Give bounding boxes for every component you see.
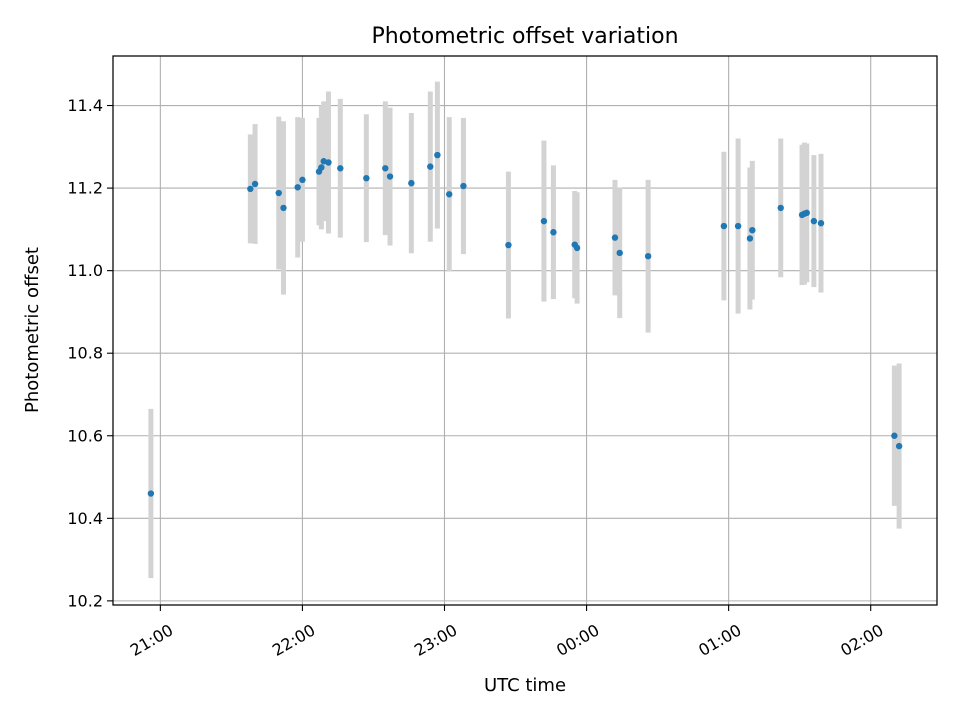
data-point bbox=[434, 151, 441, 159]
data-point bbox=[810, 217, 818, 225]
data-point bbox=[427, 163, 434, 170]
x-axis-label: UTC time bbox=[484, 675, 566, 696]
y-tick-label: 11.4 bbox=[67, 96, 103, 115]
y-tick-label: 10.2 bbox=[67, 591, 103, 610]
data-point bbox=[363, 174, 370, 182]
data-point bbox=[408, 179, 415, 187]
data-point bbox=[550, 229, 557, 236]
data-point bbox=[573, 244, 581, 252]
data-point bbox=[337, 165, 344, 172]
y-tick-label: 11.2 bbox=[67, 179, 103, 198]
y-tick-label: 11.0 bbox=[67, 261, 103, 280]
data-point bbox=[777, 204, 784, 212]
data-point bbox=[325, 159, 332, 166]
data-point bbox=[803, 209, 810, 217]
data-point bbox=[817, 219, 825, 227]
data-point bbox=[382, 165, 389, 172]
y-tick-label: 10.6 bbox=[67, 426, 103, 445]
data-point bbox=[318, 164, 325, 171]
data-point bbox=[720, 222, 728, 230]
plot-frame bbox=[112, 55, 938, 606]
data-point bbox=[251, 180, 259, 188]
chart-title: Photometric offset variation bbox=[371, 24, 678, 49]
data-point bbox=[505, 241, 512, 249]
data-point bbox=[280, 204, 287, 212]
data-point bbox=[746, 235, 754, 242]
data-point bbox=[386, 173, 394, 180]
data-point bbox=[147, 490, 155, 497]
y-axis-ticks: 10.2 10.4 10.6 10.8 11.0 11.2 11.4 bbox=[67, 96, 113, 610]
data-point bbox=[611, 234, 619, 241]
data-point bbox=[749, 226, 756, 234]
data-point bbox=[540, 217, 548, 225]
data-point bbox=[275, 189, 282, 197]
data-point bbox=[895, 442, 903, 450]
data-point bbox=[299, 176, 306, 184]
data-point bbox=[446, 191, 453, 198]
y-tick-label: 10.4 bbox=[67, 509, 103, 528]
data-point bbox=[294, 184, 301, 191]
y-axis-label: Photometric offset bbox=[22, 247, 43, 413]
data-point bbox=[734, 222, 742, 230]
y-tick-label: 10.8 bbox=[67, 344, 103, 363]
data-point bbox=[460, 182, 467, 190]
data-point bbox=[247, 185, 254, 193]
data-point bbox=[891, 432, 898, 439]
data-points bbox=[147, 151, 903, 497]
data-point bbox=[644, 252, 652, 260]
data-point bbox=[616, 249, 623, 257]
